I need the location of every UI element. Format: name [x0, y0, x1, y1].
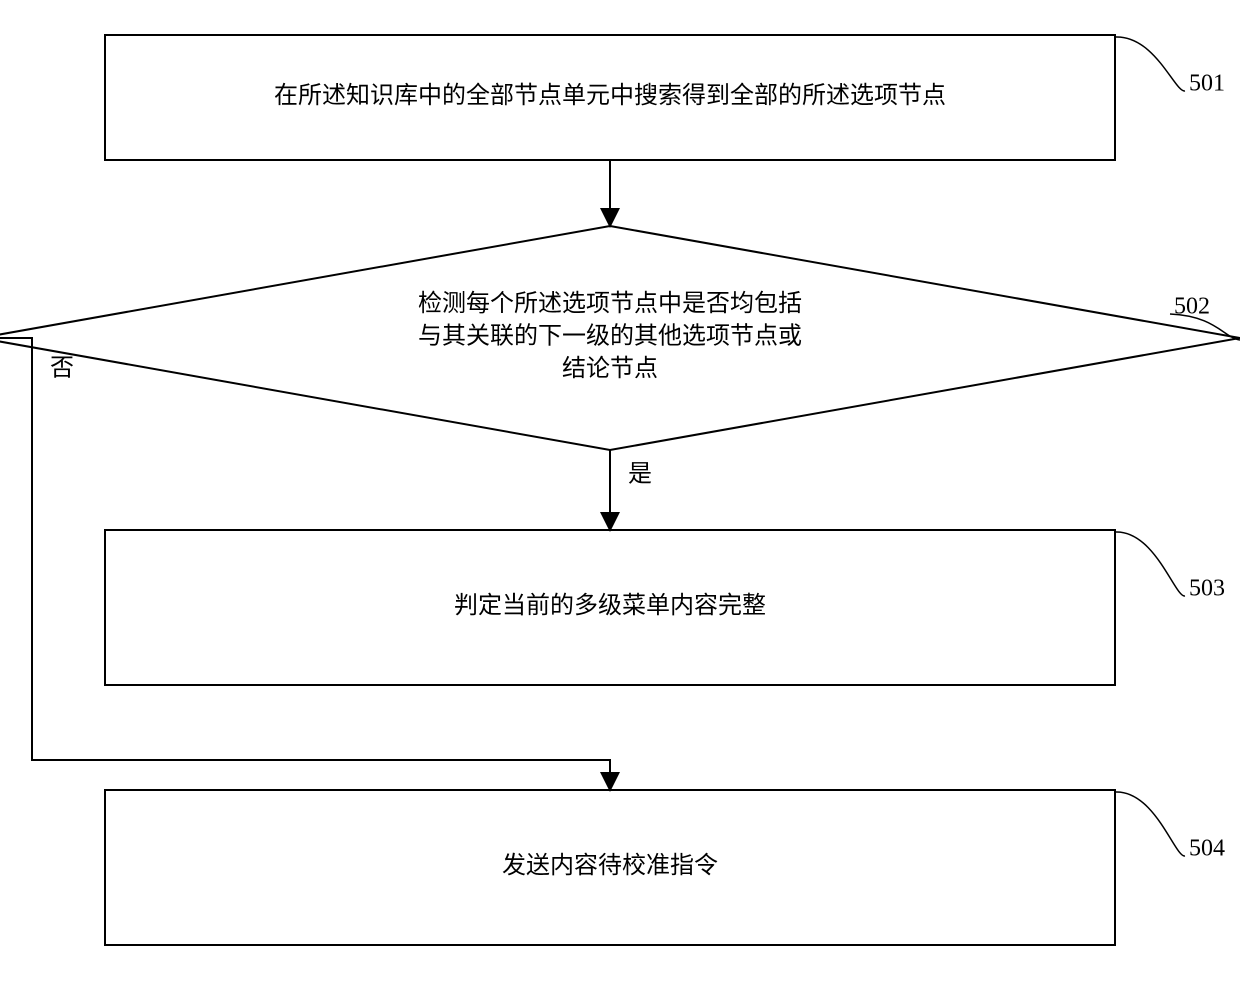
node-text: 与其关联的下一级的其他选项节点或 [418, 323, 802, 350]
flow-node-n502: 检测每个所述选项节点中是否均包括与其关联的下一级的其他选项节点或结论节点 502 [0, 226, 1240, 450]
ref-number: 502 [1174, 294, 1210, 320]
ref-number: 503 [1189, 576, 1225, 602]
ref-number: 504 [1189, 836, 1225, 862]
ref-leader [1115, 37, 1185, 91]
node-text: 结论节点 [562, 355, 658, 382]
flow-node-n503: 判定当前的多级菜单内容完整 503 [105, 530, 1225, 685]
flow-node-n501: 在所述知识库中的全部节点单元中搜索得到全部的所述选项节点 501 [105, 35, 1225, 160]
ref-leader [1115, 792, 1185, 856]
flow-node-n504: 发送内容待校准指令 504 [105, 790, 1225, 945]
edge-label: 否 [50, 356, 74, 382]
node-text: 发送内容待校准指令 [502, 852, 718, 879]
ref-number: 501 [1189, 71, 1225, 97]
node-text: 在所述知识库中的全部节点单元中搜索得到全部的所述选项节点 [274, 82, 946, 109]
node-text: 判定当前的多级菜单内容完整 [454, 592, 766, 619]
node-text: 检测每个所述选项节点中是否均包括 [418, 290, 802, 317]
flow-edge [0, 338, 610, 790]
ref-leader [1115, 532, 1185, 596]
edge-label: 是 [628, 462, 652, 488]
